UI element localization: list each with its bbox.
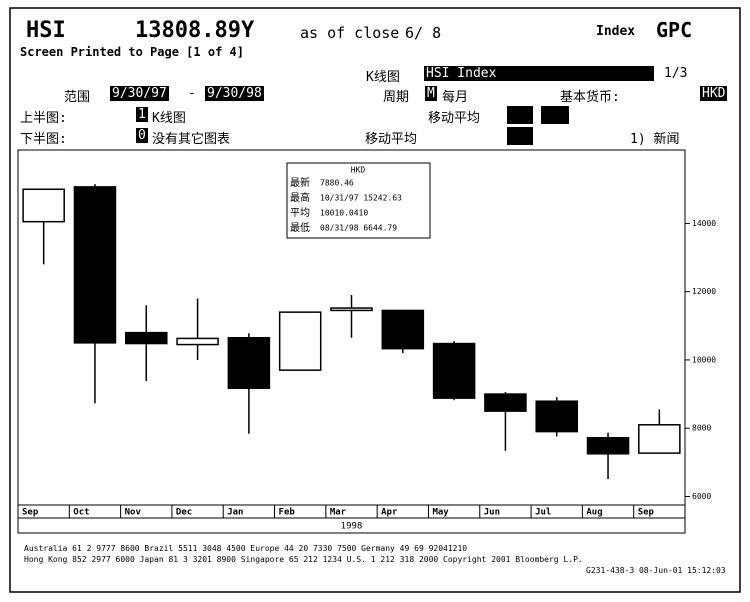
y-tick-label: 8000: [692, 424, 711, 433]
as-of: as of close: [300, 24, 400, 42]
label: 基本货币:: [560, 90, 620, 105]
candle-body: [535, 400, 579, 433]
candle-body: [22, 188, 65, 223]
end-date: 9/30/98: [205, 86, 264, 101]
page: 1/3: [664, 66, 688, 81]
kind: Index: [596, 24, 636, 39]
label: 移动平均: [428, 111, 481, 126]
x-tick-label: Aug: [586, 508, 602, 518]
x-tick-label: Jul: [535, 508, 551, 518]
start-date: 9/30/97: [110, 86, 169, 101]
footer: G231-438-3 08-Jun-01 15:12:03: [586, 566, 726, 575]
candle-body: [330, 307, 373, 312]
lower-chart: 没有其它图表: [152, 132, 231, 147]
x-tick-label: Dec: [176, 508, 192, 518]
ma-box: [507, 127, 533, 145]
currency: HKD: [700, 86, 728, 101]
info-label: 最低: [290, 221, 310, 234]
dash: -: [188, 86, 196, 101]
year-label: 1998: [341, 522, 363, 532]
label: K线图: [366, 70, 400, 85]
code: 1: [136, 107, 148, 122]
candle-body: [278, 311, 322, 371]
x-tick-label: May: [432, 508, 449, 518]
candle-body: [638, 424, 681, 454]
candle-body: [586, 437, 630, 455]
y-tick-label: 10000: [692, 355, 716, 364]
info-label: 平均: [290, 207, 310, 219]
y-tick-label: 12000: [692, 287, 716, 296]
price: 13808.89Y: [135, 18, 255, 43]
candle-body: [484, 393, 527, 412]
candle-body: [73, 186, 117, 344]
y-tick-label: 6000: [692, 492, 711, 501]
x-tick-label: Oct: [73, 508, 89, 518]
candle-body: [227, 336, 271, 390]
x-tick-label: Feb: [279, 508, 296, 518]
x-tick-label: Sep: [638, 508, 655, 518]
x-tick-label: Sep: [22, 508, 39, 518]
security: HSI Index: [424, 66, 654, 81]
footer: Hong Kong 852 2977 6000 Japan 81 3 3201 …: [24, 555, 583, 564]
label: 上半图:: [20, 111, 67, 126]
x-tick-label: Jan: [227, 508, 243, 518]
code: 0: [136, 128, 148, 143]
x-tick-label: Jun: [484, 508, 500, 518]
date: 6/ 8: [405, 24, 442, 42]
info-title: HKD: [351, 166, 366, 175]
candle-body: [176, 337, 219, 346]
info-text: 10010.0410: [320, 209, 368, 218]
info-text: 08/31/98 6644.79: [320, 224, 397, 233]
period-code: M: [425, 86, 437, 101]
ma-box: [507, 106, 533, 124]
info-text: 10/31/97 15242.63: [320, 194, 402, 203]
upper-chart: K线图: [152, 111, 186, 126]
x-tick-label: Nov: [125, 508, 142, 518]
info-text: 7880.46: [320, 179, 354, 188]
candle-body: [381, 309, 425, 350]
printed: Screen Printed to Page [1 of 4]: [20, 45, 244, 59]
info-box: [286, 162, 431, 239]
news[interactable]: 1) 新闻: [630, 132, 680, 147]
period: 每月: [442, 90, 469, 105]
ticker: HSI: [26, 18, 66, 43]
footer: Australia 61 2 9777 8600 Brazil 5511 304…: [24, 544, 468, 553]
label: 移动平均: [365, 132, 418, 147]
label: 范围: [64, 90, 91, 105]
candle-body: [124, 331, 168, 345]
x-tick-label: Apr: [381, 508, 398, 518]
label: 下半图:: [20, 132, 67, 147]
function: GPC: [656, 18, 693, 42]
x-tick-label: Mar: [330, 508, 347, 518]
info-label: 最高: [290, 191, 310, 204]
candle-body: [432, 342, 476, 399]
info-label: 最新: [290, 176, 310, 189]
frame: [9, 7, 741, 593]
y-tick-label: 14000: [692, 219, 716, 228]
date-axis: [17, 504, 686, 534]
label: 周期: [383, 90, 410, 105]
ma-box: [541, 106, 569, 124]
